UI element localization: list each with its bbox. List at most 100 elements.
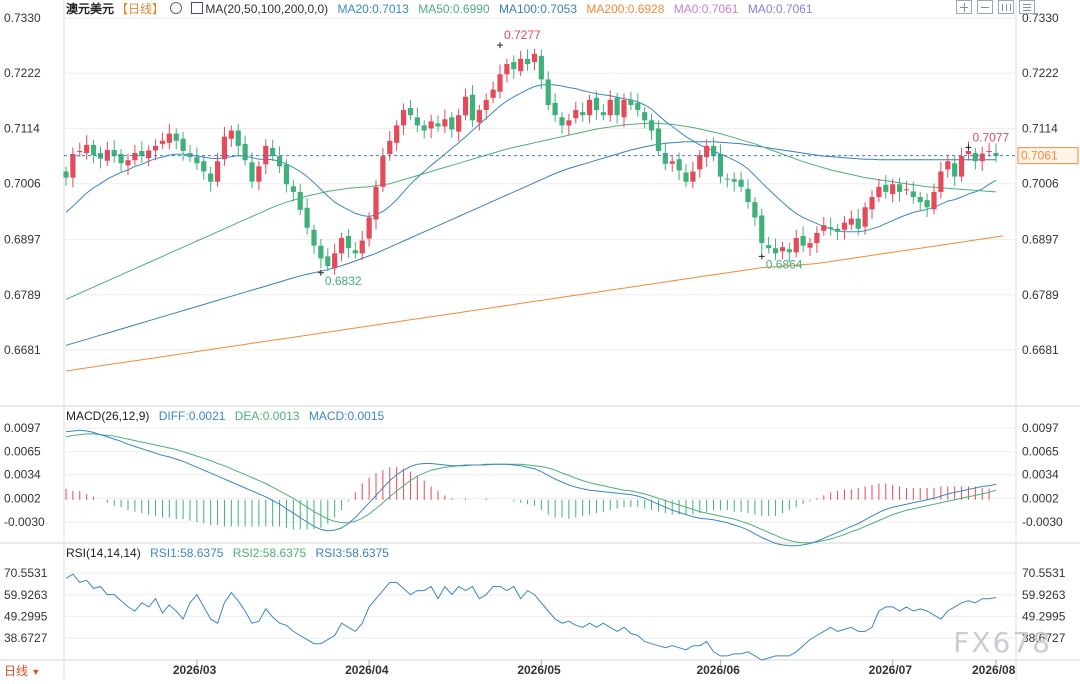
main-y-tick-left: 0.6897 xyxy=(4,233,41,247)
candle-body xyxy=(628,99,634,105)
candle-body xyxy=(152,145,159,151)
rsi-y-tick-left: 70.5531 xyxy=(4,566,48,580)
candle-body xyxy=(559,117,565,126)
rsi1-value: RSI1:58.6375 xyxy=(150,546,224,560)
main-y-tick-right: 0.7330 xyxy=(1022,11,1059,25)
candle-body xyxy=(359,240,365,254)
candle-body xyxy=(524,58,531,65)
candle-body xyxy=(373,186,379,220)
chart-type-icon[interactable] xyxy=(191,2,204,14)
x-tick-label: 2026/04 xyxy=(345,663,389,677)
candle-body xyxy=(738,179,744,187)
zoom-out-icon[interactable] xyxy=(977,0,993,14)
candle-body xyxy=(394,125,400,143)
main-y-tick-right: 0.7114 xyxy=(1022,121,1058,135)
candle-body xyxy=(821,225,827,231)
candle-body xyxy=(166,133,172,143)
candle-body xyxy=(545,79,551,105)
main-chart-header: 澳元美元 【日线】 MA(20,50,100,200,0,0) MA20:0.70… xyxy=(66,0,819,17)
settings-icon[interactable] xyxy=(1019,0,1035,14)
main-y-tick-right: 0.6681 xyxy=(1022,343,1059,357)
candle-body xyxy=(70,154,76,178)
candle-body xyxy=(635,102,641,111)
candle-body xyxy=(621,99,627,118)
candle-body xyxy=(834,228,841,232)
candle-body xyxy=(986,151,992,153)
ma20-line xyxy=(65,83,997,233)
candle-body xyxy=(132,153,138,161)
candle-body xyxy=(407,108,414,116)
candle-body xyxy=(655,128,662,152)
macd-y-tick-left: 0.0034 xyxy=(4,468,41,482)
period-label: 【日线】 xyxy=(116,2,165,16)
symbol-title: 澳元美元 xyxy=(66,2,115,16)
indicator-icon[interactable] xyxy=(170,2,183,14)
candle-body xyxy=(731,179,737,182)
candle-body xyxy=(338,237,345,254)
x-tick-label: 2026/08 xyxy=(972,663,1016,677)
macd-header: MACD(26,12,9) DIFF:0.0021 DEA:0.0013 MAC… xyxy=(66,409,390,423)
main-y-tick-right: 0.7006 xyxy=(1022,177,1059,191)
candle-body xyxy=(669,161,675,164)
candle-body xyxy=(552,102,558,116)
candle-body xyxy=(752,202,758,218)
main-y-tick-left: 0.7222 xyxy=(4,66,41,80)
diff-line xyxy=(65,429,997,547)
candle-body xyxy=(945,161,951,170)
candle-body xyxy=(724,178,730,180)
candle-body xyxy=(242,143,248,161)
candle-body xyxy=(938,171,944,192)
candle-body xyxy=(63,171,69,178)
candle-body xyxy=(883,184,889,192)
candle-body xyxy=(270,147,276,157)
candle-body xyxy=(256,166,262,182)
extreme-label-high: 0.7077 xyxy=(972,130,1009,144)
candle-body xyxy=(139,151,145,157)
candle-body xyxy=(890,184,896,194)
candle-body xyxy=(483,99,489,111)
zoom-in-icon[interactable] xyxy=(956,0,972,14)
candle-body xyxy=(146,150,152,159)
candle-body xyxy=(759,215,765,244)
candle-body xyxy=(876,186,882,198)
candle-body xyxy=(504,64,510,75)
period-selector[interactable]: 日线 ▼ xyxy=(4,662,40,679)
candle-body xyxy=(800,235,806,246)
candle-body xyxy=(690,171,696,182)
candle-body xyxy=(194,157,200,164)
ma0-value-1: MA0:0.7061 xyxy=(673,2,739,16)
candle-body xyxy=(380,156,386,187)
candle-body xyxy=(648,120,655,131)
candle-body xyxy=(400,110,407,126)
ma200-value: MA200:0.6928 xyxy=(586,2,665,16)
candle-body xyxy=(642,112,648,121)
candle-body xyxy=(710,145,717,157)
candle-body xyxy=(290,186,296,192)
extreme-label-high: 0.7277 xyxy=(504,28,541,42)
candle-body xyxy=(965,151,972,155)
chart-layout-icon[interactable] xyxy=(998,0,1014,14)
candle-body xyxy=(235,130,241,146)
candle-body xyxy=(828,227,834,229)
candle-body xyxy=(745,188,751,203)
candle-body xyxy=(490,89,496,98)
candle-body xyxy=(903,189,910,191)
candle-body xyxy=(325,256,331,267)
candle-body xyxy=(862,207,868,227)
candle-body xyxy=(993,153,999,156)
candle-body xyxy=(332,253,338,269)
candle-body xyxy=(187,153,193,158)
extreme-label-low: 0.6864 xyxy=(766,257,803,271)
candle-body xyxy=(614,97,620,116)
candle-body xyxy=(125,160,131,166)
macd-histogram xyxy=(65,467,990,530)
candle-body xyxy=(896,184,903,192)
rsi-y-tick-right: 38.6727 xyxy=(1022,631,1066,645)
candle-body xyxy=(311,229,317,246)
candle-body xyxy=(697,155,703,170)
candle-body xyxy=(208,173,214,182)
candle-body xyxy=(848,218,854,225)
candle-body xyxy=(841,222,848,230)
x-tick-label: 2026/03 xyxy=(173,663,217,677)
